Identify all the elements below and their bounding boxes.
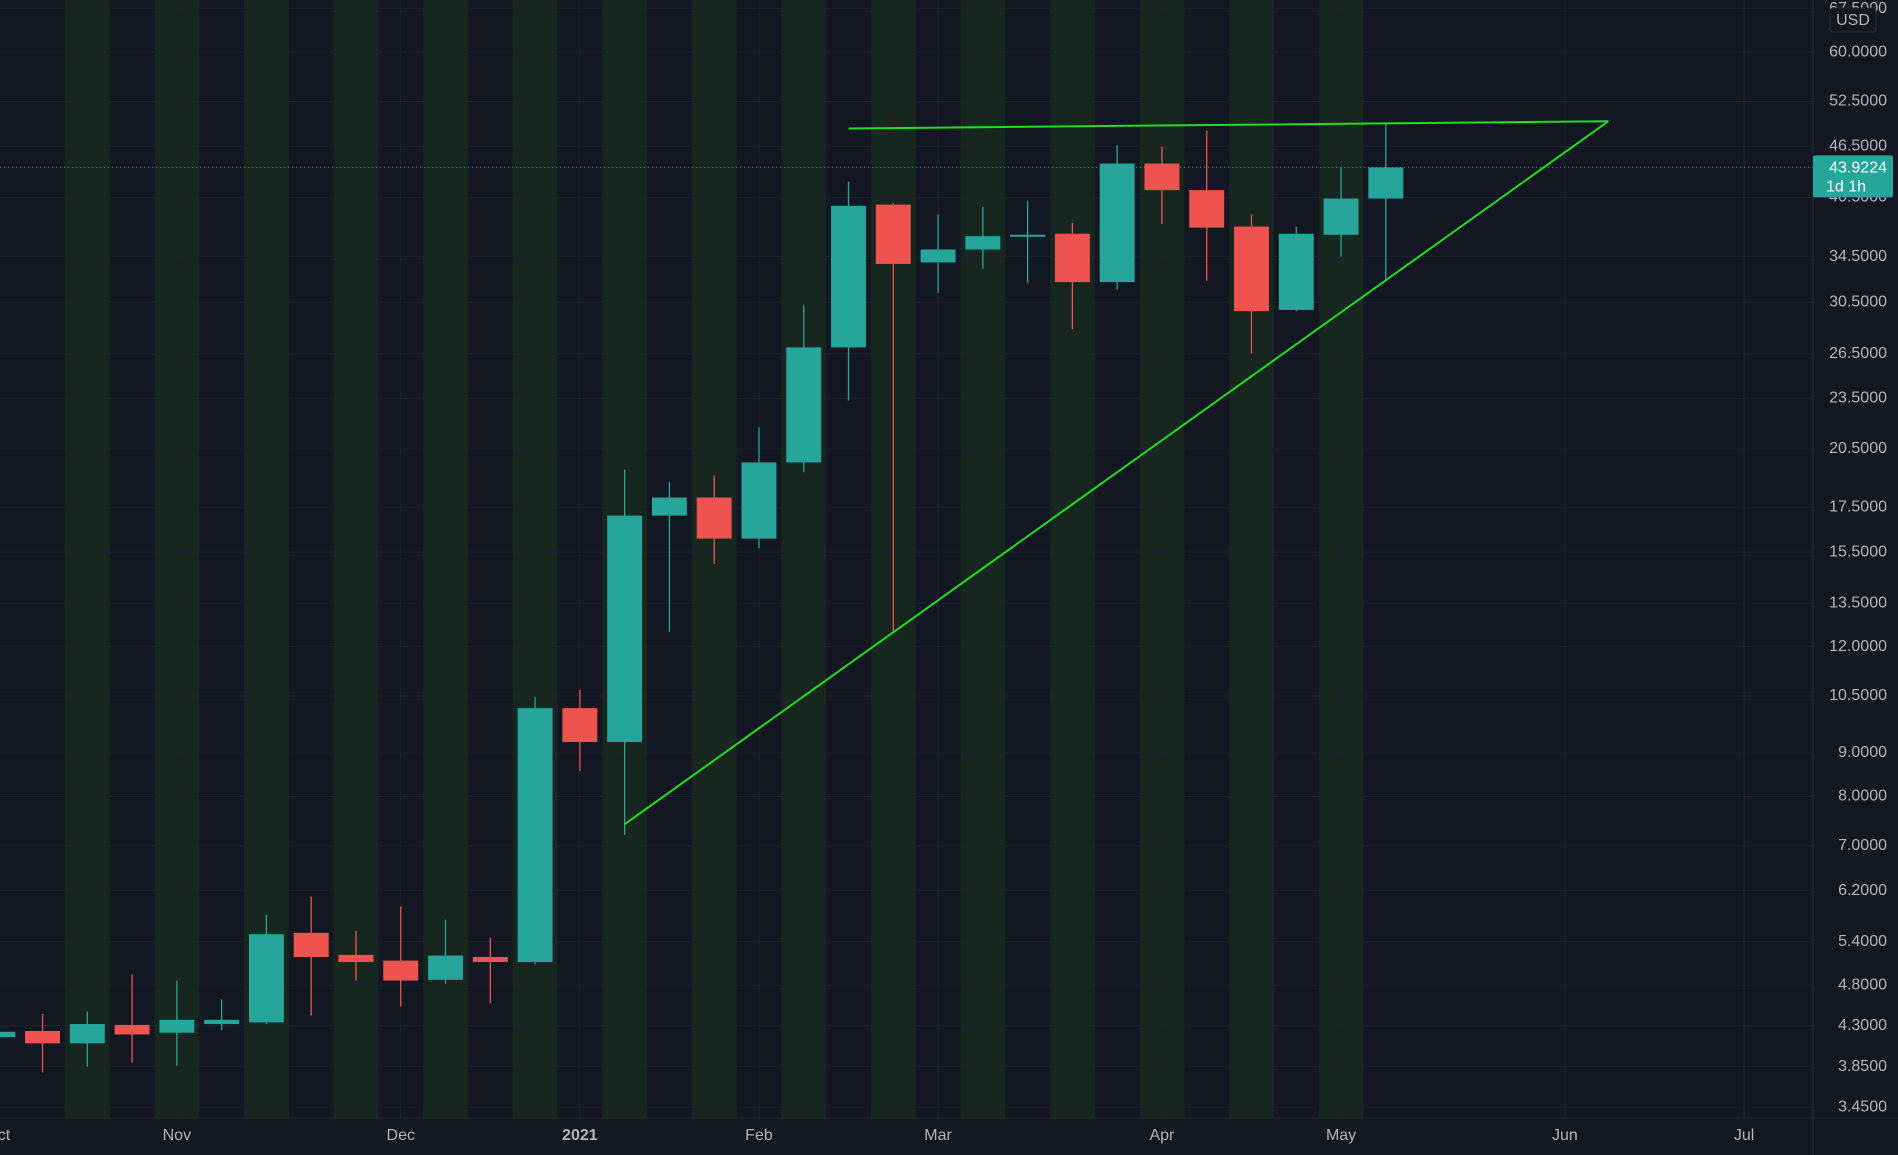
week-shade <box>1050 0 1095 1118</box>
y-tick-label: 9.0000 <box>1838 744 1887 761</box>
candle-body <box>25 1030 61 1044</box>
candle-body <box>696 497 732 539</box>
x-tick-label: Apr <box>1149 1127 1175 1144</box>
week-shade <box>64 0 110 1118</box>
x-tick-label: Oct <box>0 1127 11 1144</box>
y-tick-label: 15.5000 <box>1829 543 1887 560</box>
candle-body <box>428 955 463 980</box>
x-tick-label: Nov <box>163 1127 191 1144</box>
candle-body <box>293 932 329 958</box>
candle-body <box>517 708 553 963</box>
x-tick-label: Mar <box>924 1127 952 1144</box>
x-tick-label: 2021 <box>562 1127 598 1144</box>
y-tick-label: 13.5000 <box>1829 594 1887 611</box>
y-tick-label: 10.5000 <box>1829 687 1887 704</box>
countdown-label: 1d 1h <box>1826 179 1866 196</box>
candle-body <box>607 515 643 743</box>
last-price-label: 43.9224 <box>1829 160 1887 177</box>
last-price-box <box>1813 155 1893 198</box>
candle-body <box>69 1024 105 1044</box>
y-tick-label: 4.3000 <box>1838 1017 1887 1034</box>
week-shade <box>1229 0 1274 1118</box>
x-tick-label: Dec <box>387 1127 415 1144</box>
y-tick-label: 6.2000 <box>1838 882 1887 899</box>
candle-body <box>786 347 822 463</box>
plot-area <box>0 0 1813 1118</box>
candle-body <box>1010 234 1046 237</box>
trendline <box>848 120 1609 130</box>
candle-body <box>1054 233 1090 283</box>
x-tick-label: Feb <box>745 1127 773 1144</box>
y-tick-label: 7.0000 <box>1838 837 1887 854</box>
candle-body <box>1278 233 1314 310</box>
y-tick-label: 3.8500 <box>1838 1058 1887 1075</box>
candle-body <box>965 236 1001 250</box>
trendline <box>624 120 1609 826</box>
currency-label: USD <box>1836 12 1870 29</box>
candle-body <box>651 497 687 516</box>
candle-body <box>114 1024 150 1035</box>
y-tick-label: 23.5000 <box>1829 390 1887 407</box>
candle-body <box>741 462 777 539</box>
week-shade <box>960 0 1006 1118</box>
y-tick-label: 17.5000 <box>1829 499 1887 516</box>
y-tick-label: 5.4000 <box>1838 933 1887 950</box>
candle-body <box>831 205 866 348</box>
y-tick-label: 34.5000 <box>1829 248 1887 265</box>
candle-body <box>875 204 911 264</box>
candle-body <box>0 1031 16 1038</box>
candle-body <box>159 1019 195 1033</box>
candle-body <box>472 957 508 963</box>
x-tick-label: May <box>1326 1127 1356 1144</box>
x-tick-label: Jul <box>1734 1127 1754 1144</box>
y-tick-label: 8.0000 <box>1838 788 1887 805</box>
y-tick-label: 26.5000 <box>1829 345 1887 362</box>
candle-body <box>248 934 284 1023</box>
candle-body <box>562 708 598 743</box>
y-tick-label: 4.8000 <box>1838 976 1887 993</box>
candle-body <box>338 954 374 963</box>
y-tick-label: 46.5000 <box>1829 138 1887 155</box>
candle-body <box>1323 198 1359 235</box>
candle-body <box>383 960 419 981</box>
y-tick-label: 20.5000 <box>1829 440 1887 457</box>
y-tick-label: 60.0000 <box>1829 43 1887 60</box>
candle-body <box>1099 163 1135 283</box>
x-tick-label: Jun <box>1552 1127 1578 1144</box>
candle-body <box>920 249 956 263</box>
currency-badge <box>1829 7 1877 33</box>
candle-body <box>1144 163 1180 191</box>
candle-body <box>1368 167 1404 199</box>
y-tick-label: 3.4500 <box>1838 1098 1887 1115</box>
candle-body <box>1234 226 1269 312</box>
y-tick-label: 52.5000 <box>1829 93 1887 110</box>
candle-body <box>1189 190 1225 228</box>
week-shade <box>781 0 827 1118</box>
candle-body <box>204 1019 240 1025</box>
y-tick-label: 12.0000 <box>1829 638 1887 655</box>
y-tick-label: 30.5000 <box>1829 293 1887 310</box>
